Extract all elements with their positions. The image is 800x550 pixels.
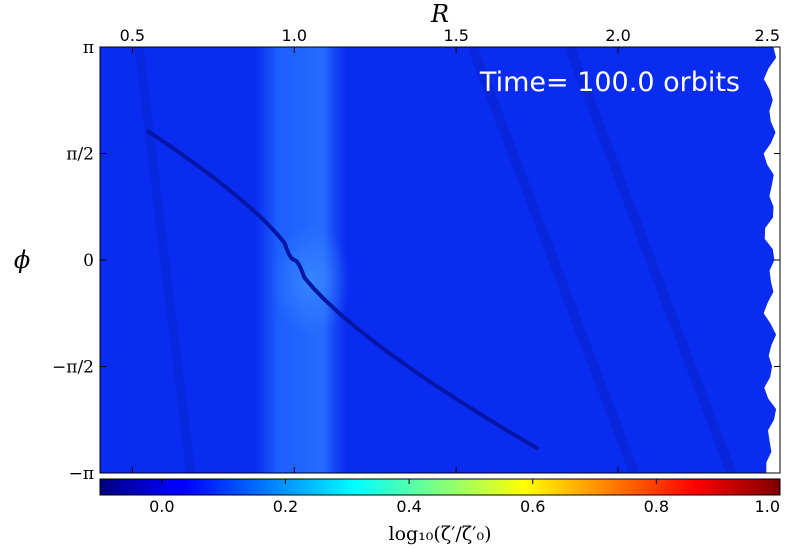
spiral-wake — [146, 129, 540, 451]
x-tick-label: 1.5 — [443, 26, 468, 45]
y-tick-label: π/2 — [66, 144, 94, 164]
colorbar-gradient — [99, 478, 781, 496]
colorbar-ticks: 0.0 0.2 0.4 0.6 0.8 1.0 — [149, 479, 781, 516]
colorbar: 0.0 0.2 0.4 0.6 0.8 1.0 log₁₀(ζ′/ζ′₀) — [99, 478, 781, 545]
y-tick-label: −π — [69, 464, 94, 484]
faint-spiral-arm — [564, 47, 737, 473]
colorbar-tick-label: 0.2 — [273, 497, 298, 516]
faint-spiral-arm — [134, 47, 196, 473]
colorbar-tick-label: 0.8 — [644, 497, 669, 516]
heatmap-plot-area — [100, 47, 780, 473]
y-tick-label: −π/2 — [52, 358, 94, 378]
colorbar-tick-label: 0.6 — [520, 497, 545, 516]
colorbar-label: log₁₀(ζ′/ζ′₀) — [389, 523, 492, 545]
x-tick-label: 2.5 — [755, 26, 780, 45]
colorbar-tick-label: 1.0 — [755, 497, 780, 516]
x-tick-label: 1.0 — [282, 26, 307, 45]
x-tick-label: 0.5 — [120, 26, 145, 45]
colorbar-tick-label: 0.0 — [149, 497, 174, 516]
time-annotation: Time= 100.0 orbits — [479, 67, 740, 98]
y-tick-label: π — [83, 38, 94, 58]
colorbar-tick-label: 0.4 — [396, 497, 421, 516]
x-axis-label: R — [430, 0, 449, 28]
x-tick-label: 2.0 — [605, 26, 630, 45]
x-axis-ticks: 0.5 1.0 1.5 2.0 2.5 — [120, 26, 781, 473]
faint-spiral-arm — [467, 47, 639, 473]
y-tick-label: 0 — [83, 251, 94, 271]
y-axis-label: ϕ — [14, 246, 30, 274]
y-axis-ticks: π π/2 0 −π/2 −π — [52, 38, 780, 484]
heatmap-background — [100, 47, 780, 473]
